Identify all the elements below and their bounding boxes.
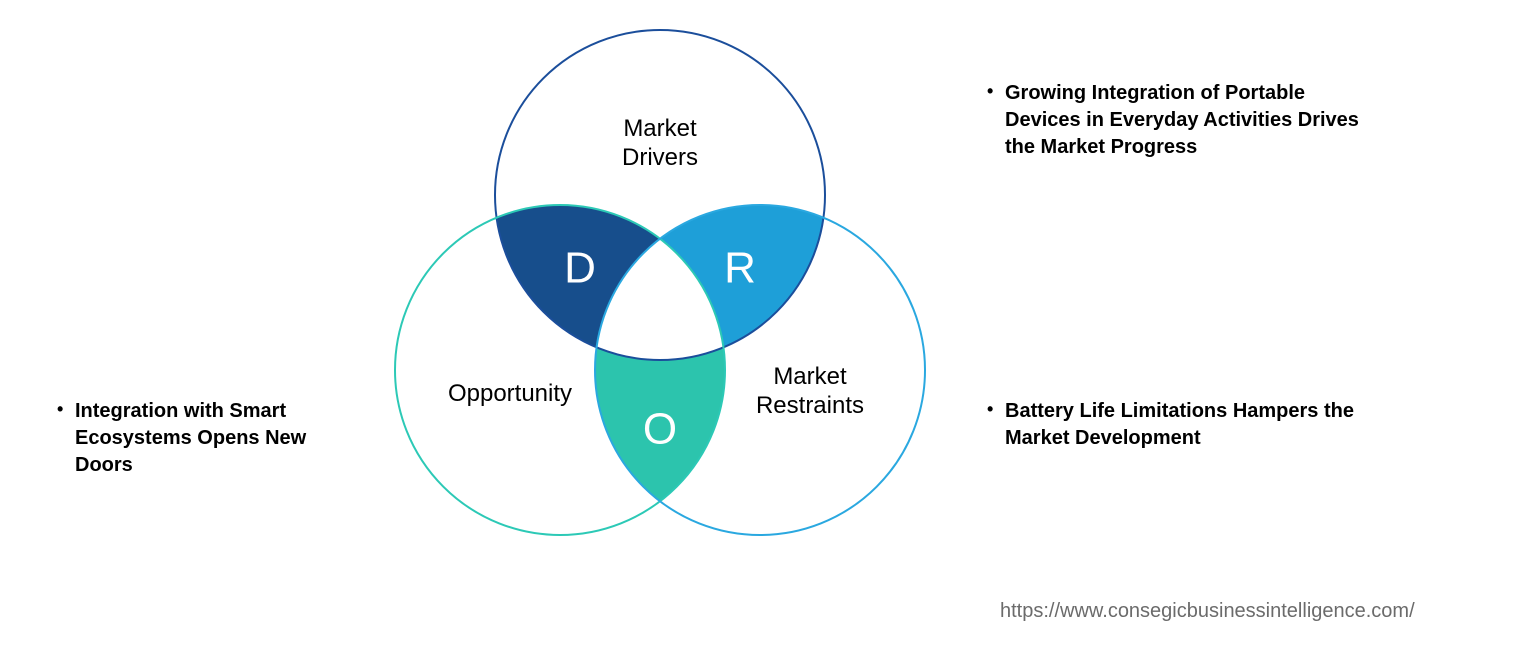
bullet-restraints-text: Battery Life Limitations Hampers the Mar…	[1005, 398, 1395, 452]
label-restraints-line2: Restraints	[756, 392, 864, 419]
bullet-dot-icon: •	[987, 400, 993, 418]
label-drivers-line2: Drivers	[622, 144, 698, 171]
bullet-opportunity-text: Integration with Smart Ecosystems Opens …	[75, 398, 335, 479]
bullet-opportunity: • Integration with Smart Ecosystems Open…	[75, 398, 335, 479]
diagram-stage: D R O Market Drivers Opportunity Market …	[0, 0, 1515, 660]
footer-url: https://www.consegicbusinessintelligence…	[1000, 600, 1415, 623]
letter-d: D	[564, 244, 596, 293]
label-drivers-line1: Market	[623, 115, 696, 142]
label-restraints-line1: Market	[773, 363, 846, 390]
letter-r: R	[724, 244, 756, 293]
venn-diagram: D R O	[0, 0, 1000, 620]
label-opportunity: Opportunity	[420, 380, 600, 409]
bullet-dot-icon: •	[57, 400, 63, 418]
bullet-drivers-text: Growing Integration of Portable Devices …	[1005, 80, 1385, 161]
label-restraints: Market Restraints	[740, 363, 880, 421]
bullet-dot-icon: •	[987, 82, 993, 100]
bullet-restraints: • Battery Life Limitations Hampers the M…	[1005, 398, 1395, 452]
letter-o: O	[643, 405, 677, 454]
bullet-drivers: • Growing Integration of Portable Device…	[1005, 80, 1385, 161]
label-drivers: Market Drivers	[600, 115, 720, 173]
